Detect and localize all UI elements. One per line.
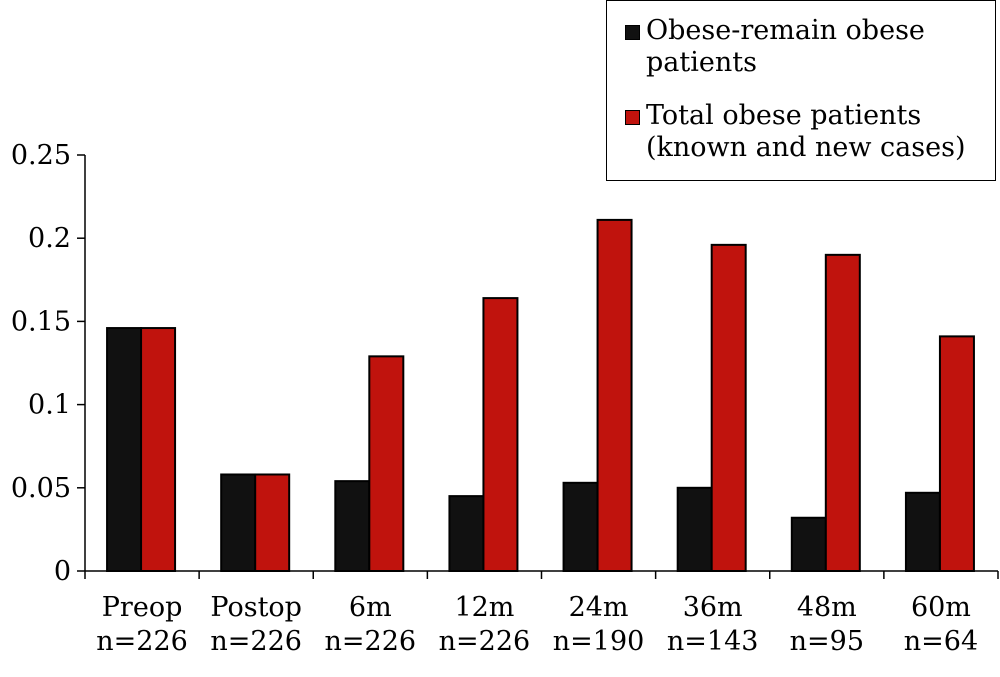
y-tick-label: 0.15	[11, 306, 71, 337]
y-tick-label: 0	[54, 556, 71, 587]
y-tick-label: 0.05	[11, 473, 71, 504]
x-sample-size-label: n=143	[667, 626, 759, 657]
chart-legend: Obese-remain obese patients Total obese …	[606, 0, 996, 181]
x-sample-size-label: n=226	[96, 626, 188, 657]
chart-bars	[106, 218, 975, 573]
y-tick-label: 0.2	[28, 223, 71, 254]
legend-swatch-series-2	[625, 110, 640, 125]
bar-series-1	[220, 473, 257, 573]
x-category-label: Preop	[102, 592, 183, 623]
legend-label-series-1: Obese-remain obese patients	[646, 15, 925, 78]
x-sample-size-label: n=95	[790, 626, 864, 657]
x-category-label: 36m	[683, 592, 743, 623]
bar-series-1	[904, 491, 941, 572]
bar-series-1	[562, 481, 599, 573]
legend-label-series-2: Total obese patients (known and new case…	[646, 100, 966, 163]
bar-series-2	[596, 218, 633, 572]
y-tick-label: 0.1	[28, 390, 71, 421]
x-category-label: 48m	[797, 592, 857, 623]
x-sample-size-label: n=64	[904, 626, 978, 657]
legend-swatch-series-1	[625, 25, 640, 40]
x-sample-size-label: n=226	[325, 626, 417, 657]
bar-series-2	[938, 335, 975, 572]
bar-series-2	[482, 297, 519, 572]
bar-series-2	[710, 243, 747, 573]
bar-series-1	[676, 486, 713, 572]
x-category-label: Postop	[210, 592, 302, 623]
x-sample-size-label: n=226	[210, 626, 302, 657]
y-tick-label: 0.25	[11, 140, 71, 171]
bar-series-1	[334, 480, 371, 573]
x-category-label: 12m	[454, 592, 514, 623]
bar-series-1	[448, 495, 485, 572]
x-sample-size-label: n=190	[553, 626, 645, 657]
bar-series-2	[824, 253, 861, 572]
bar-series-2	[140, 327, 177, 572]
x-sample-size-label: n=226	[439, 626, 531, 657]
bar-series-1	[790, 516, 827, 573]
legend-item-series-2: Total obese patients (known and new case…	[625, 100, 986, 164]
x-category-label: 24m	[569, 592, 629, 623]
bar-series-2	[368, 355, 405, 572]
chart-labels: 00.050.10.150.20.25Preopn=226Postopn=226…	[11, 140, 978, 657]
bar-series-2	[254, 473, 291, 573]
bar-series-1	[106, 327, 143, 572]
x-category-label: 6m	[349, 592, 392, 623]
x-category-label: 60m	[911, 592, 971, 623]
legend-item-series-1: Obese-remain obese patients	[625, 15, 986, 79]
